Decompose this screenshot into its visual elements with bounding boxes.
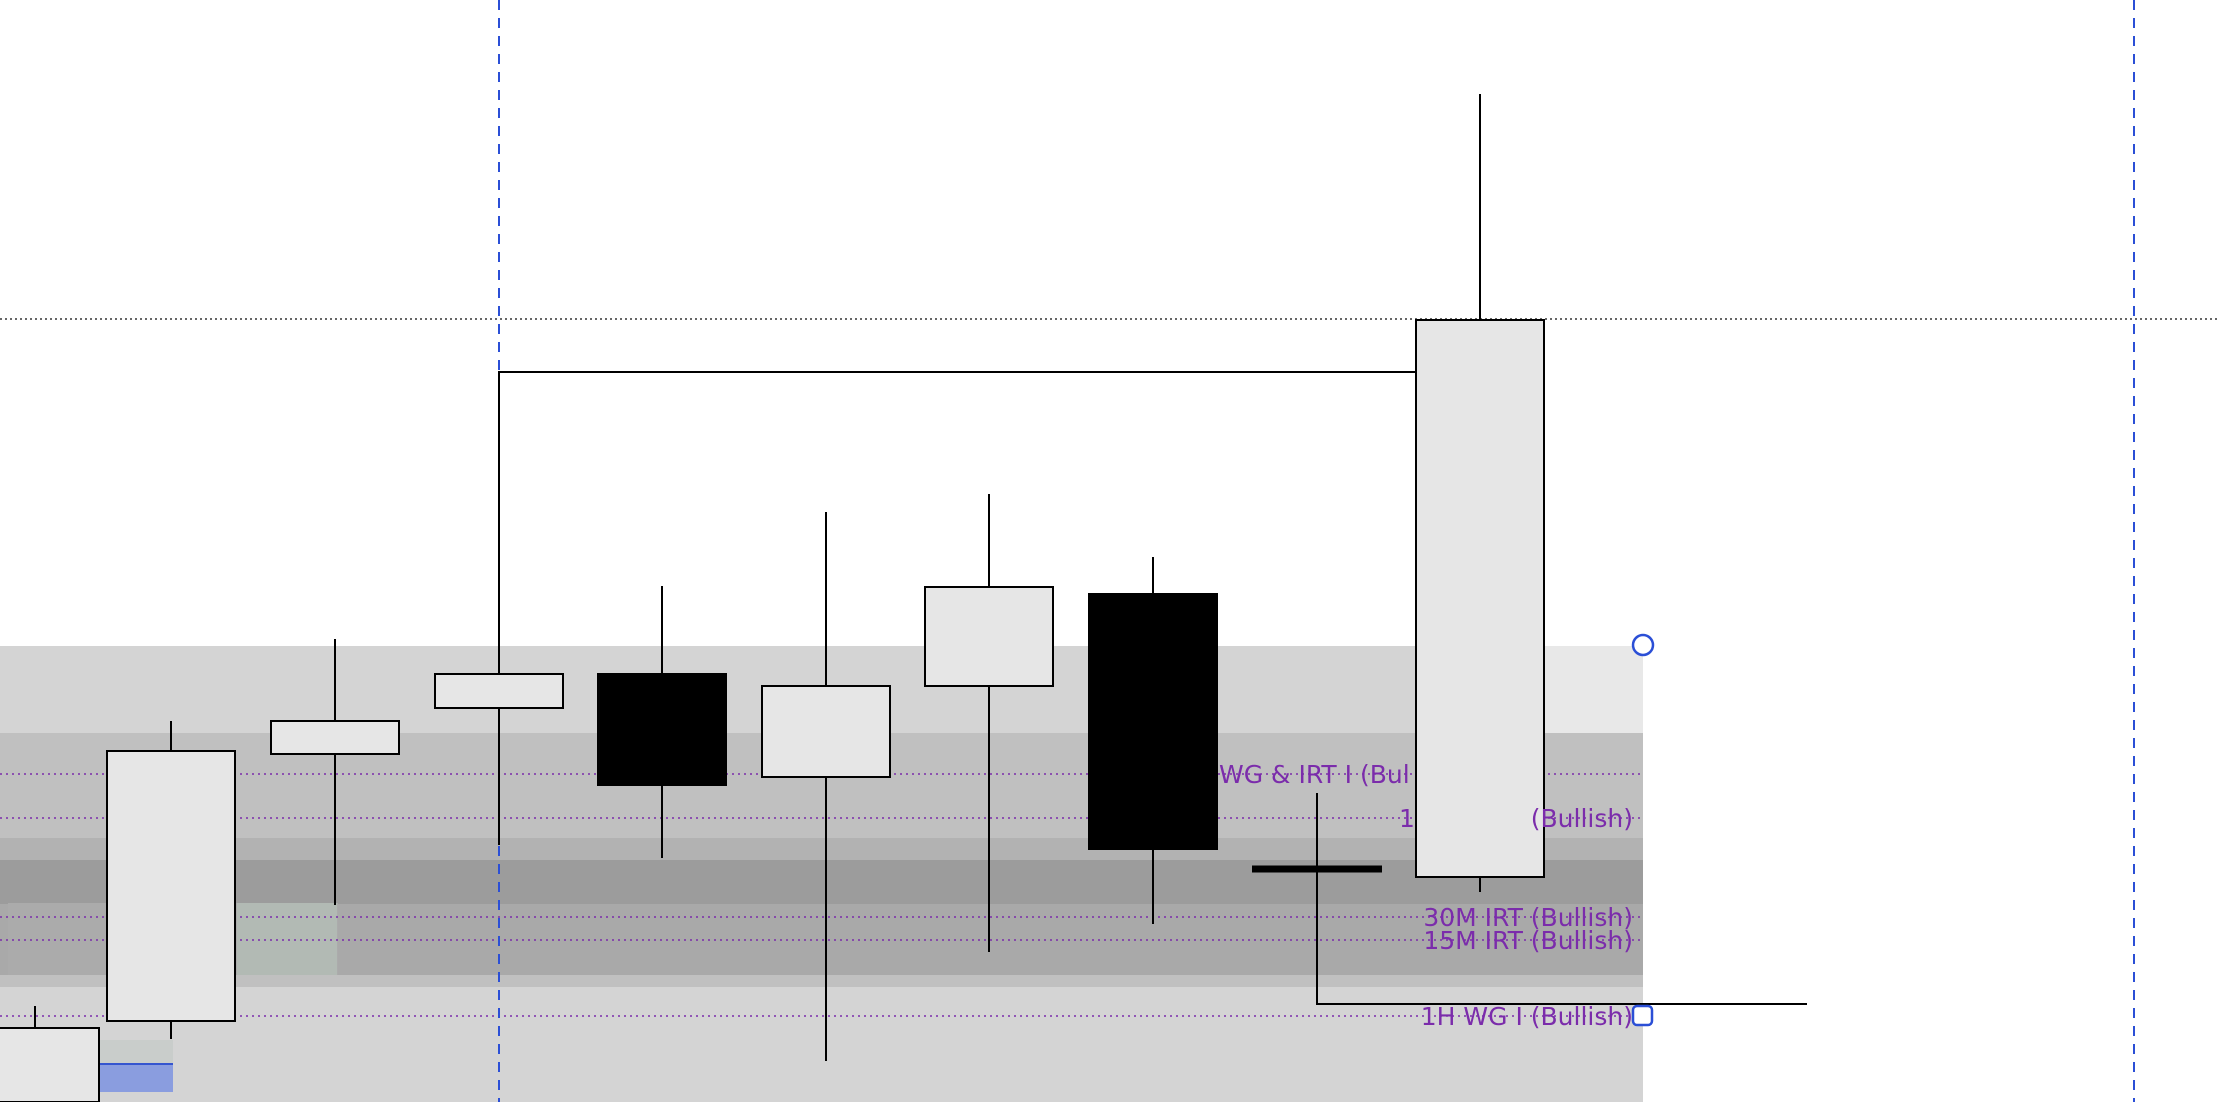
- vertical-markers: [498, 0, 2135, 1102]
- level-label: 1H WG I (Bullish): [1421, 1002, 1633, 1031]
- level-label: 1: [1399, 804, 1415, 833]
- candle-body: [597, 673, 727, 786]
- candle-body: [761, 685, 891, 778]
- candle-4: [434, 593, 564, 842]
- zone-accent-green: [237, 903, 337, 975]
- candle-8: [1088, 557, 1218, 924]
- candle-body: [0, 1027, 100, 1102]
- candle-3: [270, 639, 400, 905]
- candle-9: [1415, 94, 1545, 892]
- candle-body: [924, 586, 1054, 687]
- drawing-handle-square[interactable]: [1631, 1004, 1654, 1027]
- level-label: 15M IRT (Bullish): [1423, 926, 1633, 955]
- candle-5: [597, 586, 727, 858]
- level-labels: WG & IRT I (Bul 1 (Bullish) 30M IRT (Bullis…: [1219, 760, 1633, 1031]
- level-label: (Bullish): [1531, 804, 1633, 833]
- candle-body: [434, 673, 564, 709]
- candle-body: [1415, 319, 1545, 878]
- candle-body: [270, 720, 400, 755]
- level-label: WG & IRT I (Bul: [1219, 760, 1410, 789]
- drawing-handles[interactable]: [1631, 633, 1655, 1027]
- candle-1: [0, 1006, 100, 1102]
- measure-bracket-line[interactable]: [1316, 793, 1807, 1005]
- zone-upper-dark-band: [0, 838, 1643, 862]
- zone-darkest-band: [0, 860, 1643, 904]
- candle-6: [761, 512, 891, 1061]
- level-label: 30M IRT (Bullish): [1423, 903, 1633, 932]
- candles: [0, 94, 1545, 1102]
- candle-7: [924, 494, 1054, 952]
- candle-body: [106, 750, 236, 1022]
- drawing-handle-circle[interactable]: [1631, 633, 1655, 657]
- candle-body: [1088, 593, 1218, 850]
- candle-2: [106, 721, 236, 1039]
